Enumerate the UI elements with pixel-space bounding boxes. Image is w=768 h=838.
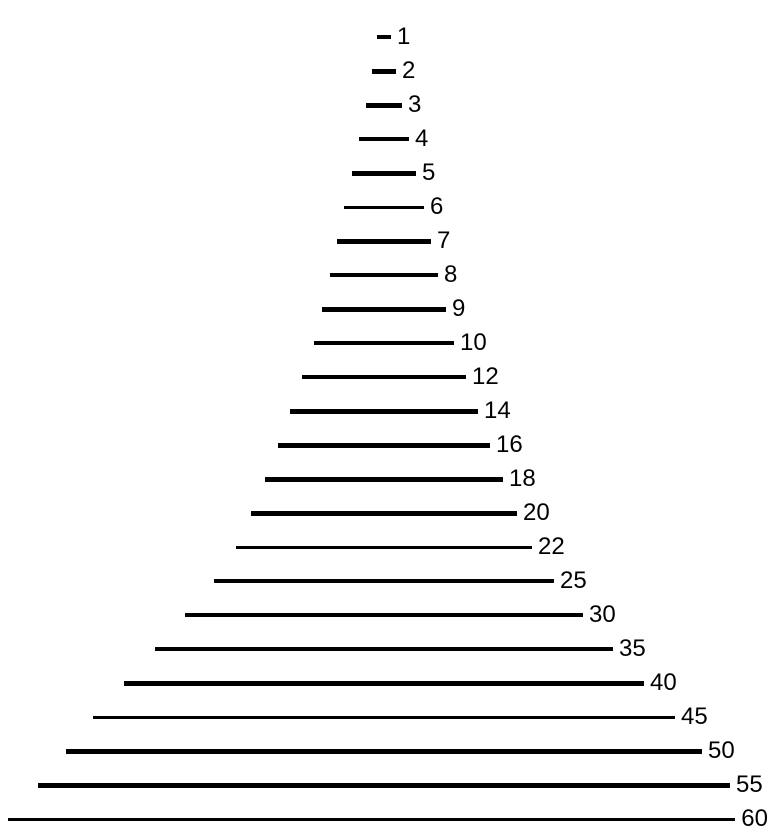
diagram-row: 55 (0, 768, 768, 802)
diagram-row: 7 (0, 224, 768, 258)
length-bar (302, 375, 466, 379)
length-label: 5 (422, 159, 435, 187)
length-label: 12 (472, 363, 499, 391)
length-label: 22 (538, 533, 565, 561)
length-label: 30 (589, 601, 616, 629)
length-bar (124, 681, 644, 686)
length-label: 40 (650, 669, 677, 697)
diagram-row: 22 (0, 530, 768, 564)
length-bar (344, 206, 424, 209)
diagram-row: 2 (0, 54, 768, 88)
length-label: 10 (460, 329, 487, 357)
length-bar (66, 749, 702, 754)
length-bar (366, 103, 402, 108)
length-label: 55 (736, 771, 763, 799)
length-bar (155, 647, 613, 651)
diagram-row: 50 (0, 734, 768, 768)
diagram-row: 60 (0, 802, 768, 836)
diagram-row: 1 (0, 20, 768, 54)
length-label: 3 (408, 91, 421, 119)
length-label: 2 (402, 57, 415, 85)
length-bar (251, 511, 517, 516)
length-bar (265, 477, 503, 482)
length-bar (93, 716, 675, 719)
diagram-row: 35 (0, 632, 768, 666)
diagram-row: 25 (0, 564, 768, 598)
length-bar (38, 783, 730, 788)
length-label: 50 (708, 737, 735, 765)
diagram-row: 9 (0, 292, 768, 326)
diagram-row: 14 (0, 394, 768, 428)
length-bar (278, 443, 490, 448)
diagram-row: 5 (0, 156, 768, 190)
line-length-diagram: 123456789101214161820222530354045505560 (0, 0, 768, 838)
diagram-row: 10 (0, 326, 768, 360)
length-bar (322, 307, 446, 312)
diagram-row: 30 (0, 598, 768, 632)
diagram-row: 45 (0, 700, 768, 734)
length-bar (314, 341, 454, 345)
diagram-row: 40 (0, 666, 768, 700)
length-bar (330, 273, 438, 277)
length-bar (372, 69, 396, 74)
length-bar (359, 137, 409, 141)
diagram-row: 12 (0, 360, 768, 394)
length-bar (377, 35, 391, 39)
diagram-row: 20 (0, 496, 768, 530)
length-bar (214, 579, 554, 583)
length-label: 18 (509, 465, 536, 493)
length-label: 35 (619, 635, 646, 663)
diagram-row: 3 (0, 88, 768, 122)
diagram-row: 18 (0, 462, 768, 496)
length-label: 9 (452, 295, 465, 323)
length-label: 25 (560, 567, 587, 595)
length-label: 1 (397, 23, 410, 51)
length-label: 14 (484, 397, 511, 425)
length-label: 16 (496, 431, 523, 459)
length-label: 4 (415, 125, 428, 153)
diagram-row: 6 (0, 190, 768, 224)
length-label: 7 (437, 227, 450, 255)
length-bar (337, 239, 431, 244)
length-bar (8, 818, 735, 821)
length-label: 60 (741, 805, 768, 833)
length-bar (352, 171, 416, 176)
length-bar (290, 409, 478, 414)
diagram-row: 4 (0, 122, 768, 156)
length-bar (236, 546, 532, 549)
length-label: 8 (444, 261, 457, 289)
length-label: 20 (523, 499, 550, 527)
length-label: 45 (681, 703, 708, 731)
length-bar (185, 613, 583, 617)
diagram-row: 16 (0, 428, 768, 462)
diagram-row: 8 (0, 258, 768, 292)
length-label: 6 (430, 193, 443, 221)
